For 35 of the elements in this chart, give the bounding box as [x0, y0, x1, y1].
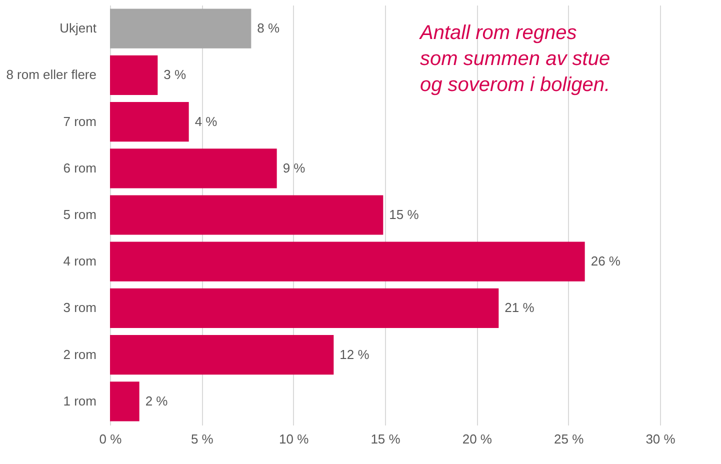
y-tick-label: 3 rom	[63, 300, 96, 316]
data-label: 9 %	[282, 160, 306, 176]
bar	[110, 195, 384, 235]
bar	[110, 242, 585, 282]
annotation: Antall rom regnes som summen av stue og soverom i boligen.	[419, 22, 610, 96]
x-tick-label: 15 %	[370, 432, 401, 446]
y-tick-label: 5 rom	[63, 207, 96, 222]
data-label: 21 %	[504, 300, 535, 316]
y-tick-label: 6 rom	[63, 160, 96, 176]
x-tick-label: 20 %	[462, 432, 492, 446]
bar	[110, 382, 140, 422]
x-tick-label: 25 %	[554, 432, 584, 446]
y-tick-label: 7 rom	[63, 114, 96, 129]
x-tick-label: 10 %	[279, 432, 310, 446]
bar	[110, 8, 252, 48]
data-label: 4 %	[194, 114, 218, 129]
data-label: 8 %	[257, 20, 280, 36]
y-tick-label: 2 rom	[63, 346, 96, 362]
x-tick-label: 5 %	[190, 432, 214, 446]
data-label: 2 %	[145, 393, 168, 408]
y-tick-label: 8 rom eller flere	[6, 67, 96, 82]
data-label: 26 %	[590, 254, 621, 269]
bar	[110, 335, 334, 375]
x-tick-label: 30 %	[646, 432, 676, 446]
bar	[110, 102, 189, 142]
y-tick-label: 4 rom	[63, 254, 96, 269]
x-tick-label: 0 %	[99, 432, 122, 446]
y-tick-label: 1 rom	[63, 393, 96, 408]
data-label: 15 %	[389, 207, 420, 222]
bar	[110, 288, 499, 328]
y-tick-label: Ukjent	[60, 20, 97, 36]
bar	[110, 55, 158, 95]
data-label: 12 %	[340, 346, 370, 362]
bar	[110, 148, 277, 188]
data-label: 3 %	[164, 67, 187, 82]
